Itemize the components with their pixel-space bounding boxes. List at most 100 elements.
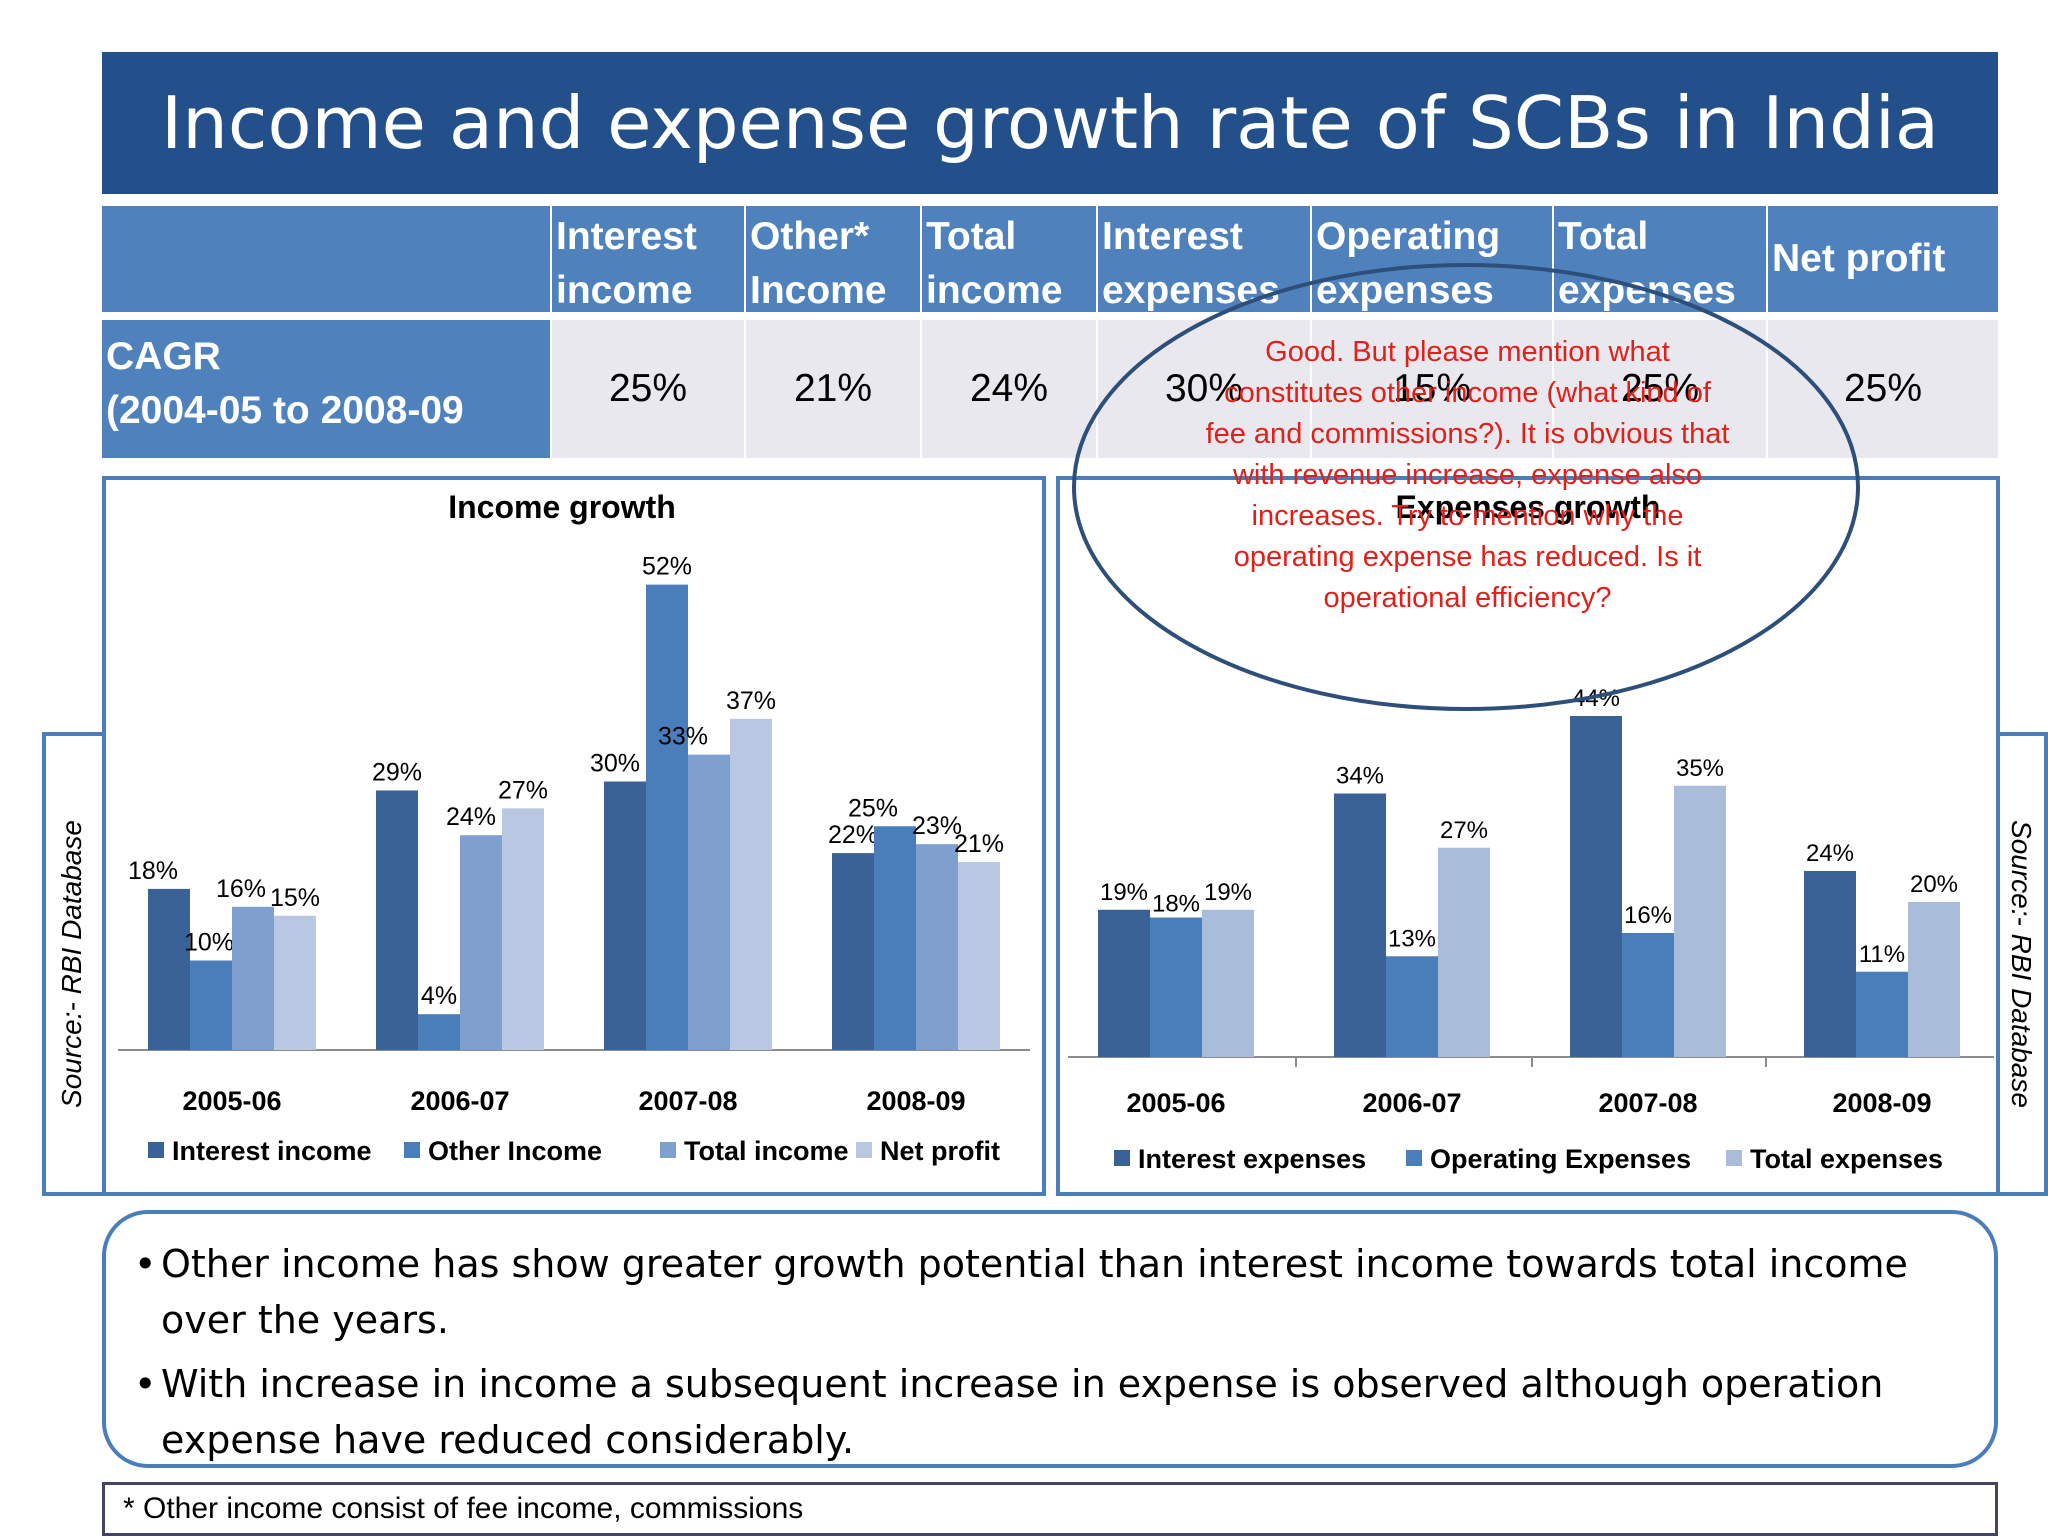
summary-box bbox=[102, 1210, 1998, 1468]
bullet-text: With increase in income a subsequent inc… bbox=[161, 1362, 1884, 1462]
bullet-marker: • bbox=[134, 1242, 157, 1286]
bar-other-income-2007-08 bbox=[646, 584, 688, 1050]
expense-chart-panel bbox=[1056, 476, 2000, 1196]
source-label-right: Source:- RBI Database bbox=[2006, 820, 2037, 1108]
table-header-total-expenses: Total expenses bbox=[1554, 206, 1766, 312]
bar-total-expenses-2008-09 bbox=[1908, 902, 1960, 1057]
legend-swatch bbox=[1726, 1150, 1742, 1166]
bar-interest-expenses-2008-09 bbox=[1804, 871, 1856, 1057]
category-label: 2006-07 bbox=[1362, 1088, 1461, 1118]
data-label: 22% bbox=[828, 821, 878, 849]
table-cell-interest-expenses: 30% bbox=[1098, 320, 1310, 458]
bar-total-expenses-2005-06 bbox=[1202, 909, 1254, 1057]
bar-other-income-2006-07 bbox=[418, 1014, 460, 1050]
data-label: 19% bbox=[1100, 879, 1148, 906]
page-title: Income and expense growth rate of SCBs i… bbox=[161, 81, 1939, 165]
data-label: 24% bbox=[446, 803, 496, 831]
legend-swatch bbox=[148, 1142, 164, 1158]
table-header-other-income: Other* Income bbox=[746, 206, 920, 312]
table-row-label: CAGR (2004-05 to 2008-09 bbox=[102, 320, 550, 458]
header-line1: Total bbox=[926, 215, 1017, 258]
table-header-blank bbox=[102, 206, 550, 312]
bar-total-income-2005-06 bbox=[232, 906, 274, 1050]
data-label: 15% bbox=[270, 884, 320, 912]
category-label: 2008-09 bbox=[1832, 1088, 1931, 1118]
bar-net-profit-2008-09 bbox=[958, 862, 1000, 1050]
data-label: 16% bbox=[216, 875, 266, 903]
table-cell-operating-expenses: 15% bbox=[1312, 320, 1552, 458]
legend-label: Total income bbox=[684, 1136, 849, 1166]
data-label: 13% bbox=[1388, 925, 1436, 952]
row-label-line1: CAGR bbox=[106, 335, 221, 378]
chart-title: Income growth bbox=[448, 489, 676, 525]
bar-operating-expenses-2008-09 bbox=[1856, 971, 1908, 1057]
legend-label: Other Income bbox=[428, 1136, 602, 1166]
data-label: 21% bbox=[954, 830, 1004, 858]
data-label: 25% bbox=[848, 794, 898, 822]
header-line1: Other* bbox=[750, 215, 870, 258]
title-bar bbox=[102, 52, 1998, 194]
bar-interest-income-2005-06 bbox=[148, 888, 190, 1050]
data-label: 24% bbox=[1806, 840, 1854, 867]
legend-label: Net profit bbox=[880, 1136, 1000, 1166]
data-label: 10% bbox=[184, 929, 234, 957]
data-label: 27% bbox=[498, 776, 548, 804]
category-label: 2006-07 bbox=[410, 1086, 509, 1116]
legend-swatch bbox=[1114, 1150, 1130, 1166]
bar-interest-income-2008-09 bbox=[832, 853, 874, 1050]
bar-other-income-2005-06 bbox=[190, 960, 232, 1050]
bar-other-income-2008-09 bbox=[874, 826, 916, 1050]
data-label: 35% bbox=[1676, 755, 1724, 782]
category-label: 2005-06 bbox=[1126, 1088, 1225, 1118]
header-line1: Net profit bbox=[1772, 237, 1946, 280]
legend-label: Interest income bbox=[172, 1136, 372, 1166]
data-label: 11% bbox=[1859, 941, 1905, 968]
legend-swatch bbox=[660, 1142, 676, 1158]
legend-label: Interest expenses bbox=[1138, 1144, 1366, 1174]
legend-swatch bbox=[1406, 1150, 1422, 1166]
annotation-ellipse-shape bbox=[1072, 263, 1860, 711]
bar-interest-expenses-2007-08 bbox=[1570, 716, 1622, 1057]
table-header-net-profit: Net profit bbox=[1768, 206, 1998, 312]
row-label-line2: (2004-05 to 2008-09 bbox=[106, 389, 464, 432]
bar-net-profit-2005-06 bbox=[274, 915, 316, 1050]
footnote: * Other income consist of fee income, co… bbox=[102, 1482, 1998, 1536]
category-label: 2007-08 bbox=[1598, 1088, 1697, 1118]
data-label: 20% bbox=[1910, 871, 1958, 898]
table-cell-total-income: 24% bbox=[922, 320, 1096, 458]
legend-swatch bbox=[404, 1142, 420, 1158]
bar-interest-income-2006-07 bbox=[376, 790, 418, 1050]
bar-interest-expenses-2005-06 bbox=[1098, 909, 1150, 1057]
bar-net-profit-2007-08 bbox=[730, 718, 772, 1050]
data-label: 52% bbox=[642, 553, 692, 581]
table-cell-other-income: 21% bbox=[746, 320, 920, 458]
header-line1: Interest bbox=[1102, 215, 1243, 258]
category-label: 2007-08 bbox=[638, 1086, 737, 1116]
bar-interest-income-2007-08 bbox=[604, 781, 646, 1050]
category-label: 2008-09 bbox=[866, 1086, 965, 1116]
data-label: 18% bbox=[128, 857, 178, 885]
table-cell-interest-income: 25% bbox=[552, 320, 744, 458]
data-label: 37% bbox=[726, 687, 776, 715]
source-label-left: Source:- RBI Database bbox=[56, 820, 87, 1108]
bar-operating-expenses-2007-08 bbox=[1622, 933, 1674, 1057]
category-label: 2005-06 bbox=[182, 1086, 281, 1116]
bar-total-expenses-2006-07 bbox=[1438, 847, 1490, 1057]
table-cell-total-expenses: 25% bbox=[1554, 320, 1766, 458]
header-line2: Income bbox=[750, 269, 887, 312]
header-line1: Interest bbox=[556, 215, 697, 258]
expenses-growth-chart: Expenses growth 19% 18% 19% 2005-06 34% 13% 27%… bbox=[1068, 489, 1994, 1174]
chart-title: Expenses growth bbox=[1396, 489, 1661, 525]
table-header-total-income: Total income bbox=[922, 206, 1096, 312]
table-header-operating-expenses: Operating expenses bbox=[1312, 206, 1552, 312]
data-label: 33% bbox=[658, 723, 708, 751]
bar-net-profit-2006-07 bbox=[502, 808, 544, 1050]
bar-operating-expenses-2006-07 bbox=[1386, 956, 1438, 1057]
bar-total-expenses-2007-08 bbox=[1674, 785, 1726, 1057]
legend-swatch bbox=[856, 1142, 872, 1158]
data-label: 18% bbox=[1152, 891, 1200, 918]
data-label: 34% bbox=[1336, 763, 1384, 790]
header-line1: Operating bbox=[1316, 215, 1501, 258]
bar-total-income-2007-08 bbox=[688, 754, 730, 1050]
data-label: 30% bbox=[590, 750, 640, 778]
